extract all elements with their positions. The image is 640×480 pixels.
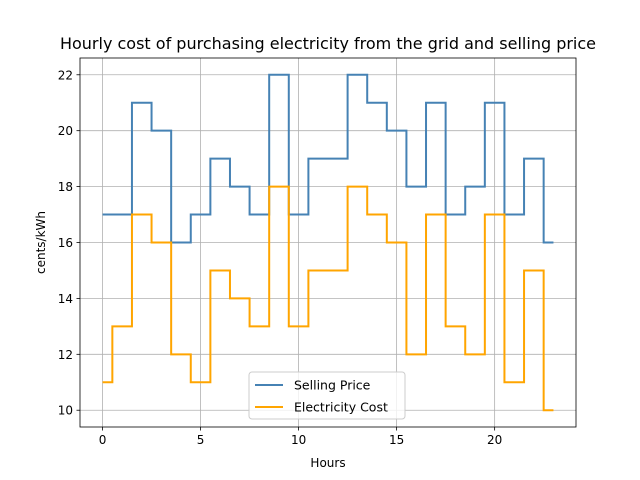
chart-title: Hourly cost of purchasing electricity fr… xyxy=(60,34,596,53)
x-tick-label: 5 xyxy=(197,433,205,447)
series-1-point xyxy=(180,354,181,355)
series-1-point xyxy=(259,326,260,327)
series-1-point xyxy=(161,242,162,243)
series-1-point xyxy=(455,326,456,327)
legend-box xyxy=(248,371,406,420)
series-1-point xyxy=(239,298,240,299)
series-1-point xyxy=(494,214,495,215)
series-0-point xyxy=(494,102,495,103)
series-0-point xyxy=(161,130,162,131)
y-tick-label: 12 xyxy=(58,348,73,362)
series-1-point xyxy=(396,242,397,243)
series-0-point xyxy=(200,214,201,215)
series-1-point xyxy=(200,382,201,383)
axis-ticks: 0 5 10 15 20 10 12 14 16 18 20 22 xyxy=(58,68,503,447)
x-axis-label: Hours xyxy=(310,456,345,470)
y-axis-label: cents/kWh xyxy=(34,211,48,274)
series-1-point xyxy=(102,382,103,383)
series-1-point xyxy=(220,270,221,271)
series-0-point xyxy=(318,158,319,159)
series-1-point xyxy=(377,214,378,215)
series-0-point xyxy=(337,158,338,159)
series-1-point xyxy=(435,214,436,215)
series-1-point xyxy=(337,270,338,271)
series-0-point xyxy=(239,186,240,187)
series-0-point xyxy=(102,214,103,215)
x-tick-label: 10 xyxy=(291,433,306,447)
series-1-point xyxy=(122,326,123,327)
plot-series xyxy=(102,73,554,412)
series-1-point xyxy=(278,186,279,187)
series-1-point xyxy=(475,354,476,355)
x-tick-label: 20 xyxy=(487,433,502,447)
series-0-point xyxy=(514,214,515,215)
series-0-point xyxy=(377,102,378,103)
series-1-point xyxy=(533,270,534,271)
y-tick-label: 14 xyxy=(58,292,73,306)
series-0-point xyxy=(455,214,456,215)
series-1-point xyxy=(318,270,319,271)
legend: Selling Price Electricity Cost xyxy=(248,371,406,420)
series-1-point xyxy=(553,410,554,411)
y-tick-label: 20 xyxy=(58,124,73,138)
series-0-point xyxy=(259,214,260,215)
series-1-point xyxy=(357,186,358,187)
series-0-point xyxy=(533,158,534,159)
series-0-point xyxy=(122,214,123,215)
y-tick-label: 16 xyxy=(58,236,73,250)
y-tick-label: 22 xyxy=(58,68,73,82)
series-0-point xyxy=(278,74,279,75)
series-line-1 xyxy=(102,185,554,412)
y-tick-label: 18 xyxy=(58,180,73,194)
series-0-point xyxy=(475,186,476,187)
series-0-point xyxy=(553,242,554,243)
series-1-point xyxy=(298,326,299,327)
series-0-point xyxy=(298,214,299,215)
series-0-point xyxy=(141,102,142,103)
series-0-point xyxy=(416,186,417,187)
legend-label-1: Electricity Cost xyxy=(294,400,388,415)
series-1-point xyxy=(416,354,417,355)
legend-label-0: Selling Price xyxy=(294,378,371,393)
series-1-point xyxy=(141,214,142,215)
series-0-point xyxy=(357,74,358,75)
series-0-point xyxy=(396,130,397,131)
y-tick-label: 10 xyxy=(58,404,73,418)
series-1-point xyxy=(514,382,515,383)
series-0-point xyxy=(180,242,181,243)
series-0-point xyxy=(220,158,221,159)
series-0-point xyxy=(435,102,436,103)
series-line-0 xyxy=(102,73,554,244)
x-tick-label: 0 xyxy=(99,433,107,447)
x-tick-label: 15 xyxy=(389,433,404,447)
